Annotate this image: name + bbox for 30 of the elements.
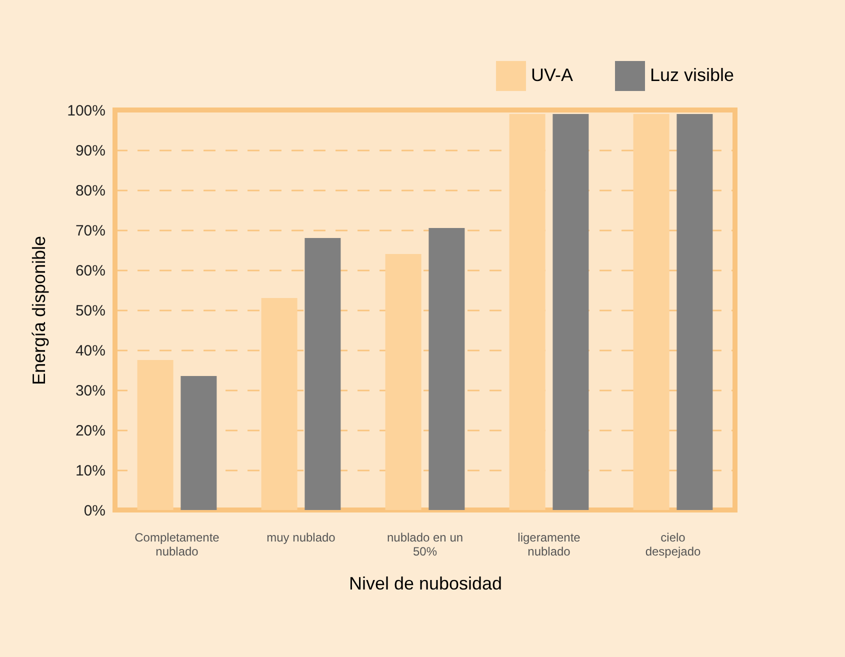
bar — [552, 114, 589, 510]
y-tick-label: 80% — [75, 182, 106, 200]
bar — [428, 228, 465, 510]
bar — [137, 360, 174, 510]
y-tick-label: 10% — [75, 462, 106, 480]
legend-label: Luz visible — [650, 65, 734, 85]
x-tick-label: muy nublado — [266, 530, 336, 544]
y-axis-title: Energía disponible — [29, 236, 50, 386]
bar — [509, 114, 546, 510]
bar — [385, 254, 422, 510]
y-tick-label: 40% — [75, 342, 106, 360]
y-tick-label: 100% — [67, 102, 106, 120]
x-tick-label: cielo despejado — [645, 530, 702, 558]
y-tick-label: 70% — [75, 222, 106, 240]
y-tick-label: 30% — [75, 382, 106, 400]
bar — [261, 298, 298, 510]
bar — [180, 376, 217, 510]
y-tick-label: 90% — [75, 142, 106, 160]
y-tick-label: 0% — [84, 502, 106, 520]
y-tick-label: 50% — [75, 302, 106, 320]
x-tick-label: ligeramente nublado — [518, 530, 581, 558]
legend-label: UV-A — [531, 65, 574, 85]
x-tick-label: Completamente nublado — [134, 530, 220, 558]
y-tick-label: 60% — [75, 262, 106, 280]
x-tick-label: nublado en un 50% — [386, 530, 464, 558]
bar — [676, 114, 713, 510]
bar — [304, 238, 341, 510]
bar — [633, 114, 670, 510]
y-tick-label: 20% — [75, 422, 106, 440]
x-axis-title: Nivel de nubosidad — [348, 574, 502, 594]
